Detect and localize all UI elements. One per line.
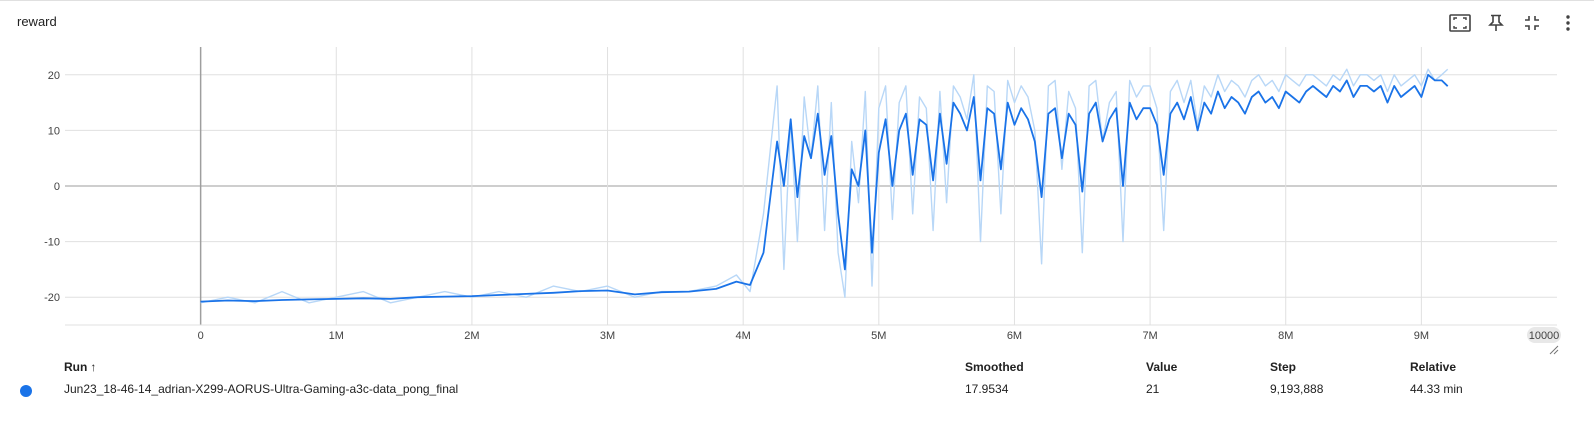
card-title: reward [17, 14, 57, 29]
pin-icon [1488, 14, 1504, 31]
run-color-dot[interactable] [20, 385, 32, 397]
y-tick-label: -10 [44, 237, 60, 249]
x-tick-label: 1M [329, 330, 344, 342]
x-tick-label: 6M [1007, 330, 1022, 342]
header-step[interactable]: Step [1270, 360, 1297, 374]
y-tick-label: 10 [48, 125, 60, 137]
smoothed-value: 17.9534 [965, 382, 1009, 396]
table-row: Jun23_18-46-14_adrian-X299-AORUS-Ultra-G… [0, 379, 1594, 399]
x-tick-label: 2M [464, 330, 479, 342]
x-tick-label: 8M [1278, 330, 1293, 342]
step-value: 9,193,888 [1270, 382, 1324, 396]
pin-button[interactable] [1478, 9, 1514, 37]
header-smoothed[interactable]: Smoothed [965, 360, 1024, 374]
resize-handle-icon[interactable] [1545, 341, 1559, 355]
y-tick-label: 0 [54, 181, 60, 193]
sort-ascending-icon[interactable]: ↑ [90, 360, 97, 374]
x-tick-label: 5M [871, 330, 886, 342]
raw-value: 21 [1146, 382, 1160, 396]
relative-time: 44.33 min [1410, 382, 1463, 396]
reward-line-chart[interactable]: -20 -10 0 10 20 0 1M 2M 3M 4M 5M 6M 7M 8M 9M 10000 [0, 41, 1594, 351]
header-value[interactable]: Value [1146, 360, 1178, 374]
collapse-icon [1525, 16, 1539, 30]
raw-series-line [200, 68, 1449, 304]
header-run-label: Run [64, 360, 88, 374]
fit-domain-icon [1449, 14, 1471, 32]
table-header: Run ↑ Smoothed Value Step Relative [0, 357, 1594, 377]
x-tick-label: 4M [736, 330, 751, 342]
card-toolbar [1442, 9, 1586, 37]
x-end-label-pill [1527, 327, 1561, 343]
smoothed-series-line [200, 73, 1449, 303]
collapse-button[interactable] [1514, 9, 1550, 37]
header-run[interactable]: Run ↑ [64, 360, 96, 374]
x-tick-label: 0 [198, 330, 204, 342]
more-vert-icon [1566, 15, 1570, 31]
fit-domain-button[interactable] [1442, 9, 1478, 37]
x-tick-label: 7M [1142, 330, 1157, 342]
y-tick-label: 20 [48, 70, 60, 82]
run-name: Jun23_18-46-14_adrian-X299-AORUS-Ultra-G… [64, 382, 459, 396]
y-tick-label: -20 [44, 292, 60, 304]
more-options-button[interactable] [1550, 9, 1586, 37]
x-tick-label: 9M [1414, 330, 1429, 342]
x-tick-label: 3M [600, 330, 615, 342]
x-end-label: 10000 [1529, 330, 1560, 342]
header-relative[interactable]: Relative [1410, 360, 1457, 374]
